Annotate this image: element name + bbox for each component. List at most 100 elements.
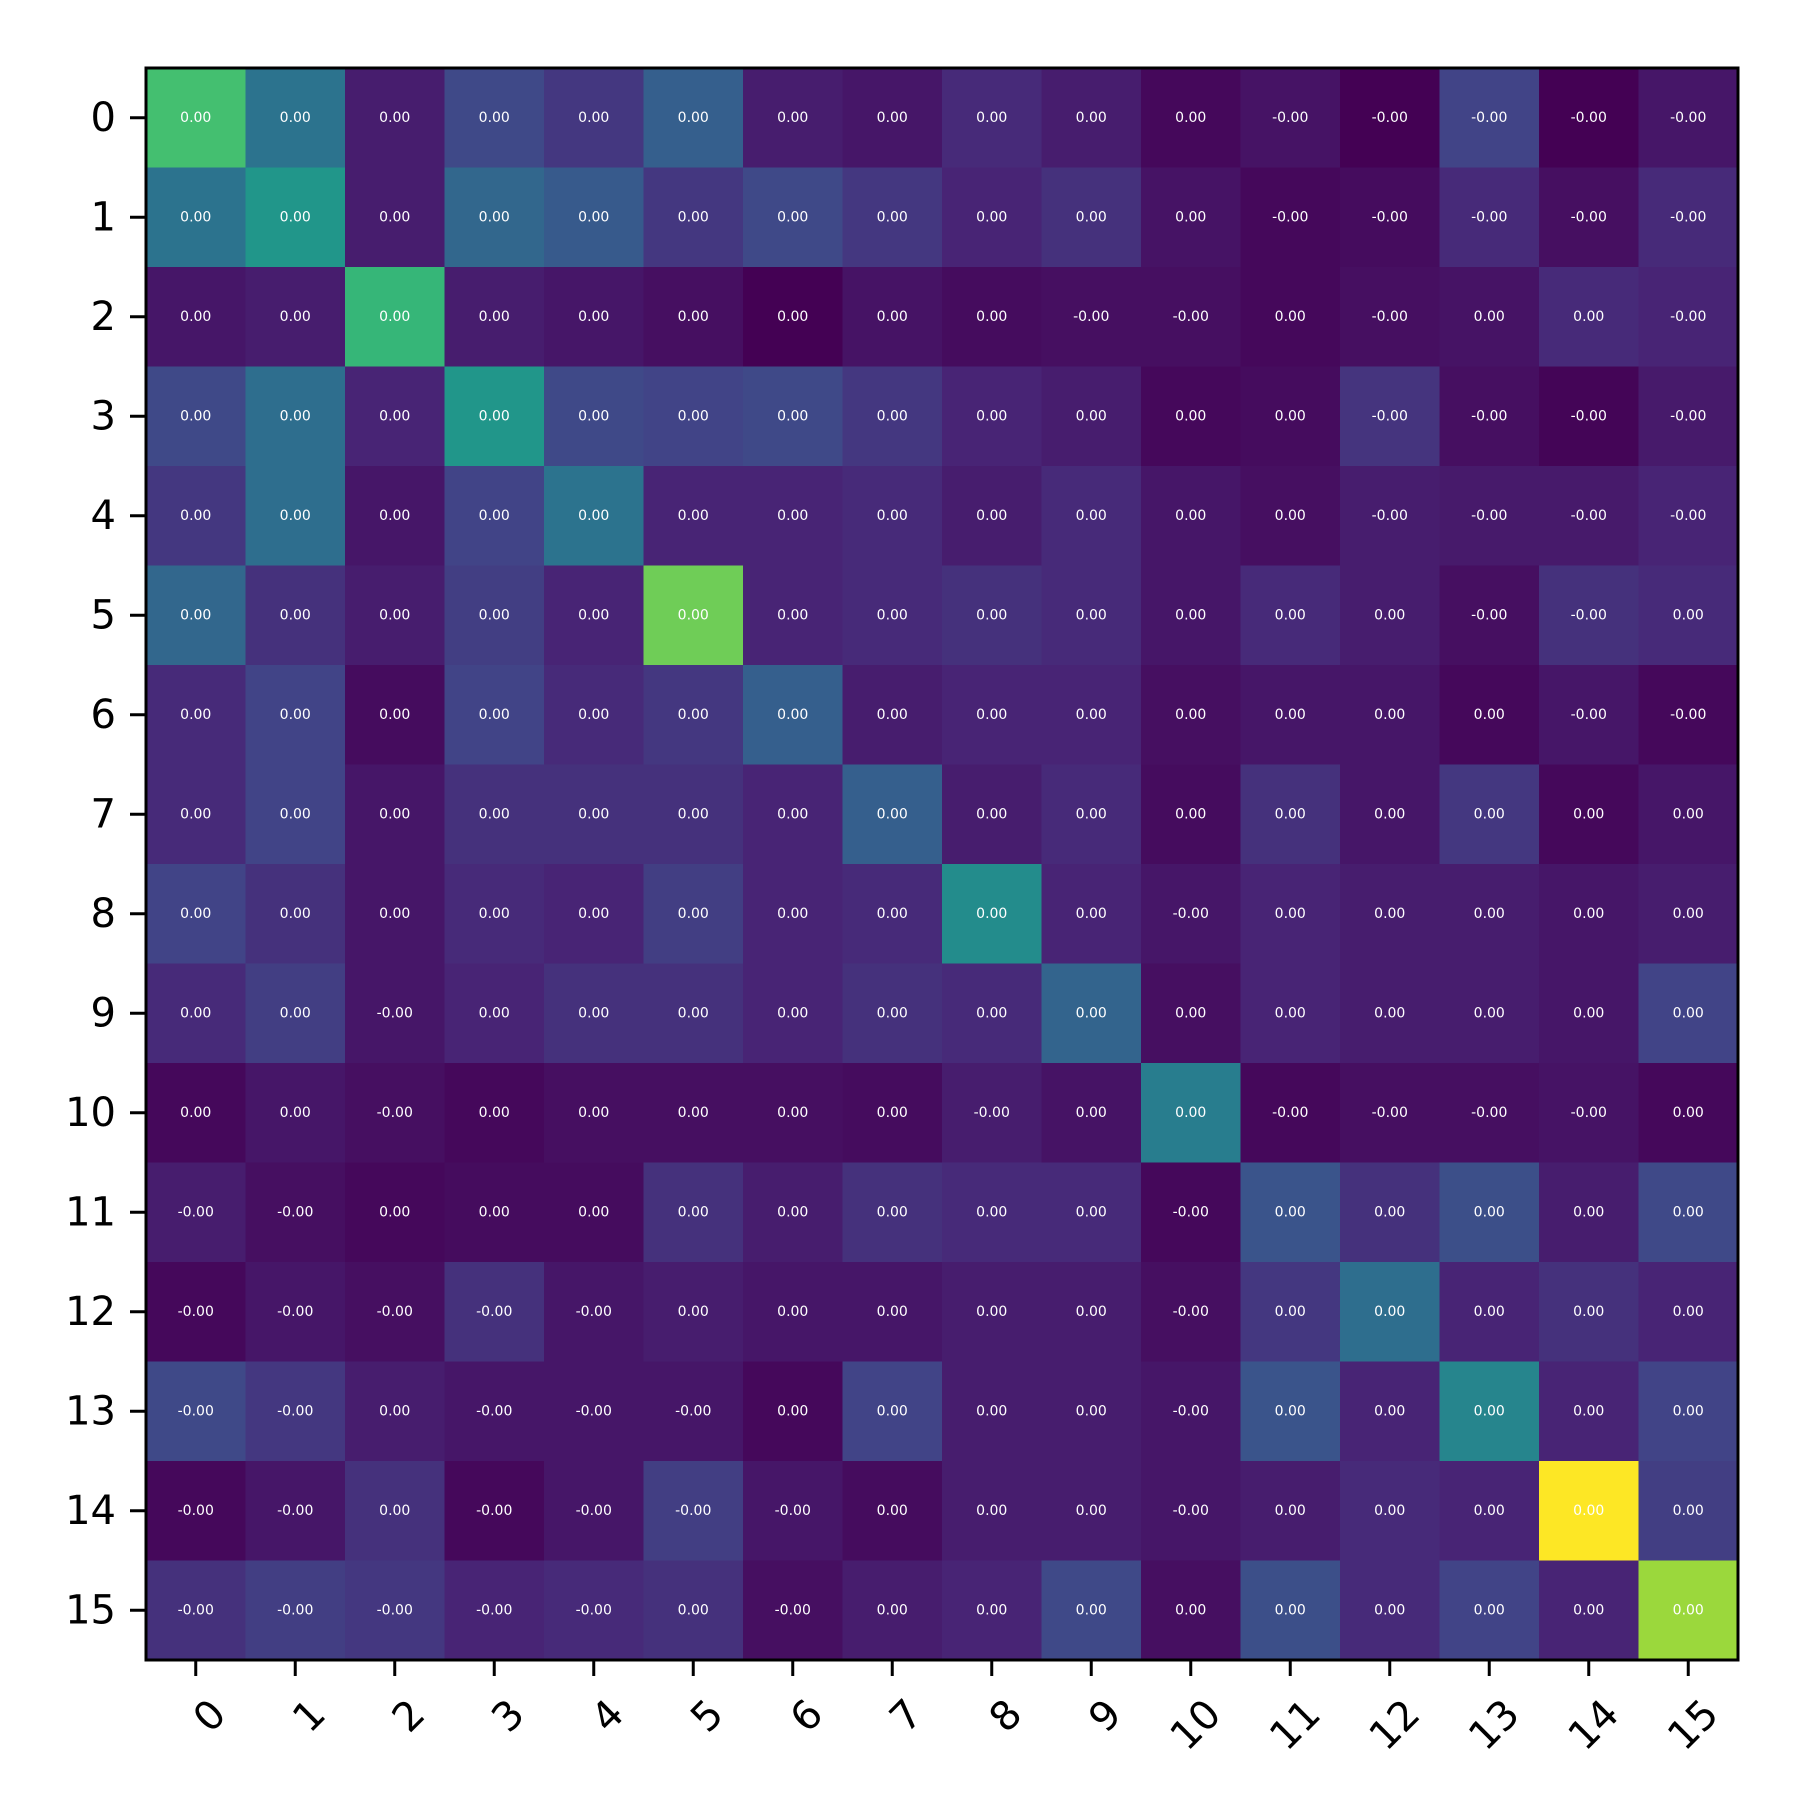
heatmap-cell [1539, 1063, 1639, 1163]
cell-value-label: 0.00 [1474, 309, 1505, 325]
heatmap-cell [1240, 864, 1341, 964]
heatmap-cell [345, 1063, 445, 1163]
heatmap-cell [942, 466, 1042, 566]
heatmap-cell [942, 1162, 1042, 1263]
heatmap-cell [544, 764, 644, 865]
heatmap-cell [1141, 1063, 1241, 1163]
cell-value-label: -0.00 [1571, 707, 1607, 723]
heatmap-cell [345, 1361, 445, 1462]
cell-value-label: 0.00 [976, 806, 1007, 822]
heatmap-cell [1439, 665, 1540, 765]
cell-value-label: 0.00 [1076, 1105, 1107, 1121]
x-tick-label: 8 [981, 1691, 1032, 1742]
heatmap-cell [1041, 1162, 1142, 1263]
heatmap-cell [245, 1560, 346, 1661]
cell-value-label: 0.00 [877, 707, 908, 723]
x-tick-label: 7 [881, 1691, 932, 1742]
heatmap-cell [1638, 68, 1739, 168]
cell-value-label: 0.00 [976, 1005, 1007, 1021]
cell-value-label: 0.00 [479, 1005, 510, 1021]
heatmap-cell [1141, 1162, 1241, 1263]
heatmap-cell [743, 1461, 843, 1561]
heatmap-cell [345, 1162, 445, 1263]
cell-value-label: 0.00 [1573, 1204, 1604, 1220]
x-tick-label: 9 [1080, 1691, 1131, 1742]
cell-value-label: -0.00 [277, 1602, 313, 1618]
cell-value-label: 0.00 [877, 1503, 908, 1519]
cell-value-label: 0.00 [578, 607, 609, 623]
cell-value-label: -0.00 [1372, 1105, 1408, 1121]
cell-value-label: 0.00 [280, 607, 311, 623]
cell-value-label: 0.00 [877, 1204, 908, 1220]
cell-value-label: 0.00 [578, 1105, 609, 1121]
heatmap-cell [1638, 366, 1739, 467]
cell-value-label: 0.00 [1076, 1304, 1107, 1320]
heatmap-cell [1439, 1361, 1540, 1462]
cell-value-label: 0.00 [877, 906, 908, 922]
cell-value-label: 0.00 [777, 1105, 808, 1121]
heatmap-cell [1340, 565, 1440, 666]
heatmap-cell [1539, 764, 1639, 865]
heatmap-cell [1340, 1262, 1440, 1362]
heatmap-cell [1439, 1262, 1540, 1362]
heatmap-cell [146, 366, 246, 467]
cell-value-label: 0.00 [180, 110, 211, 126]
cell-value-label: 0.00 [877, 508, 908, 524]
heatmap-cell [743, 1063, 843, 1163]
cell-value-label: -0.00 [476, 1602, 512, 1618]
heatmap-cell [1141, 1560, 1241, 1661]
heatmap-cell [743, 963, 843, 1064]
x-tick-label: 6 [782, 1691, 833, 1742]
cell-value-label: 0.00 [578, 110, 609, 126]
x-tick-label: 12 [1361, 1691, 1430, 1760]
heatmap-cell [444, 665, 545, 765]
cell-value-label: 0.00 [1275, 1602, 1306, 1618]
cell-value-label: 0.00 [379, 1204, 410, 1220]
cell-value-label: 0.00 [1474, 1005, 1505, 1021]
heatmap-cell [643, 864, 744, 964]
heatmap-cell [842, 167, 943, 268]
cell-value-label: 0.00 [976, 1304, 1007, 1320]
heatmap-cell [942, 864, 1042, 964]
x-tick-label: 4 [583, 1691, 634, 1742]
heatmap-cell [1041, 1461, 1142, 1561]
heatmap-cell [146, 466, 246, 566]
cell-value-label: 0.00 [280, 209, 311, 225]
cell-value-label: 0.00 [1474, 1204, 1505, 1220]
cell-value-label: 0.00 [1673, 1602, 1704, 1618]
heatmap-cell [1141, 1361, 1241, 1462]
cell-value-label: 0.00 [578, 508, 609, 524]
y-tick-label: 9 [91, 990, 116, 1036]
cell-value-label: 0.00 [578, 906, 609, 922]
heatmap-cell [842, 1162, 943, 1263]
cell-value-label: 0.00 [777, 1005, 808, 1021]
y-tick-label: 4 [91, 493, 116, 539]
heatmap-cell [146, 764, 246, 865]
cell-value-label: 0.00 [1275, 607, 1306, 623]
cell-value-label: -0.00 [974, 1105, 1010, 1121]
cell-value-label: 0.00 [1175, 707, 1206, 723]
heatmap-cell [842, 1063, 943, 1163]
heatmap-cell [842, 68, 943, 168]
heatmap-cell [1340, 366, 1440, 467]
cell-value-label: -0.00 [277, 1204, 313, 1220]
heatmap-cell [245, 1063, 346, 1163]
heatmap-cell [1638, 963, 1739, 1064]
cell-value-label: 0.00 [1275, 707, 1306, 723]
x-tick-label: 0 [185, 1691, 236, 1742]
heatmap-cell [1539, 665, 1639, 765]
cell-value-label: 0.00 [1275, 1304, 1306, 1320]
cell-value-label: 0.00 [379, 209, 410, 225]
cell-value-label: 0.00 [578, 209, 609, 225]
heatmap-cell [1141, 565, 1241, 666]
cell-value-label: -0.00 [377, 1005, 413, 1021]
heatmap-cell [643, 1063, 744, 1163]
cell-value-label: 0.00 [1076, 607, 1107, 623]
heatmap-cell [1439, 167, 1540, 268]
heatmap-cell [1240, 665, 1341, 765]
cell-value-label: 0.00 [1673, 1503, 1704, 1519]
cell-value-label: 0.00 [976, 309, 1007, 325]
heatmap-cell [444, 1162, 545, 1263]
cell-value-label: -0.00 [1272, 110, 1308, 126]
cell-value-label: 0.00 [678, 309, 709, 325]
